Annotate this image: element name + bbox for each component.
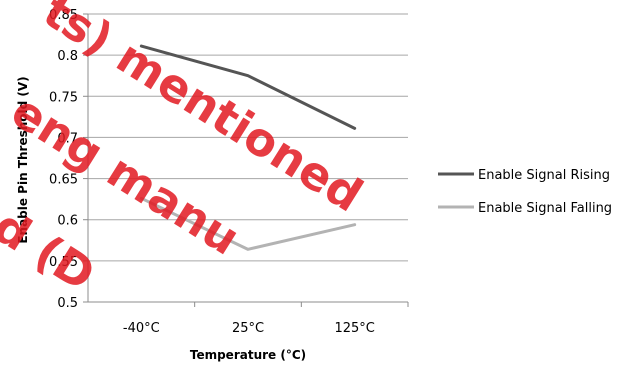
watermark-text: d (D [0, 199, 105, 302]
y-tick-label: 0.85 [49, 8, 78, 23]
y-tick-label: 0.65 [49, 173, 78, 188]
legend-label: Enable Signal Falling [478, 201, 612, 216]
y-axis-title: Enable Pin Threshold (V) [16, 76, 30, 243]
legend-label: Enable Signal Rising [478, 168, 610, 183]
series-line [139, 196, 357, 251]
y-tick-label: 0.7 [57, 131, 78, 146]
y-tick-label: 0.6 [57, 214, 78, 229]
y-tick-label: 0.8 [57, 49, 78, 64]
series-lines [139, 44, 357, 251]
x-tick-label: 25°C [232, 321, 264, 336]
gridlines [83, 13, 409, 307]
y-axis-ticks: 0.5 0.55 0.6 0.65 0.7 0.75 0.8 0.85 [49, 8, 78, 311]
y-tick-label: 0.75 [49, 90, 78, 105]
x-tick-label: -40°C [123, 321, 160, 336]
y-tick-label: 0.5 [57, 296, 78, 311]
x-axis-title: Temperature (°C) [190, 348, 306, 362]
x-tick-label: 125°C [334, 321, 374, 336]
series-line [139, 44, 357, 130]
x-axis-ticks: -40°C 25°C 125°C [123, 321, 375, 336]
y-tick-label: 0.55 [49, 255, 78, 270]
legend: Enable Signal Rising Enable Signal Fallin… [438, 168, 612, 216]
